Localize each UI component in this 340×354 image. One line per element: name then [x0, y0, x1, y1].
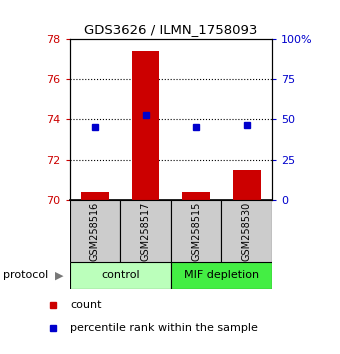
Text: GSM258517: GSM258517 — [140, 201, 151, 261]
Bar — [171, 262, 272, 289]
Text: count: count — [70, 300, 102, 310]
Bar — [70, 262, 171, 289]
Text: percentile rank within the sample: percentile rank within the sample — [70, 323, 258, 333]
Text: control: control — [101, 270, 140, 280]
Text: GSM258515: GSM258515 — [191, 201, 201, 261]
Title: GDS3626 / ILMN_1758093: GDS3626 / ILMN_1758093 — [84, 23, 257, 36]
Bar — [182, 192, 210, 200]
Bar — [233, 170, 261, 200]
Text: GSM258516: GSM258516 — [90, 201, 100, 261]
Bar — [120, 200, 171, 262]
Bar — [171, 200, 221, 262]
Text: MIF depletion: MIF depletion — [184, 270, 259, 280]
Bar — [221, 200, 272, 262]
Text: ▶: ▶ — [55, 270, 64, 280]
Bar — [132, 51, 159, 200]
Text: GSM258530: GSM258530 — [242, 201, 252, 261]
Text: protocol: protocol — [3, 270, 49, 280]
Bar — [70, 200, 120, 262]
Bar — [81, 192, 109, 200]
